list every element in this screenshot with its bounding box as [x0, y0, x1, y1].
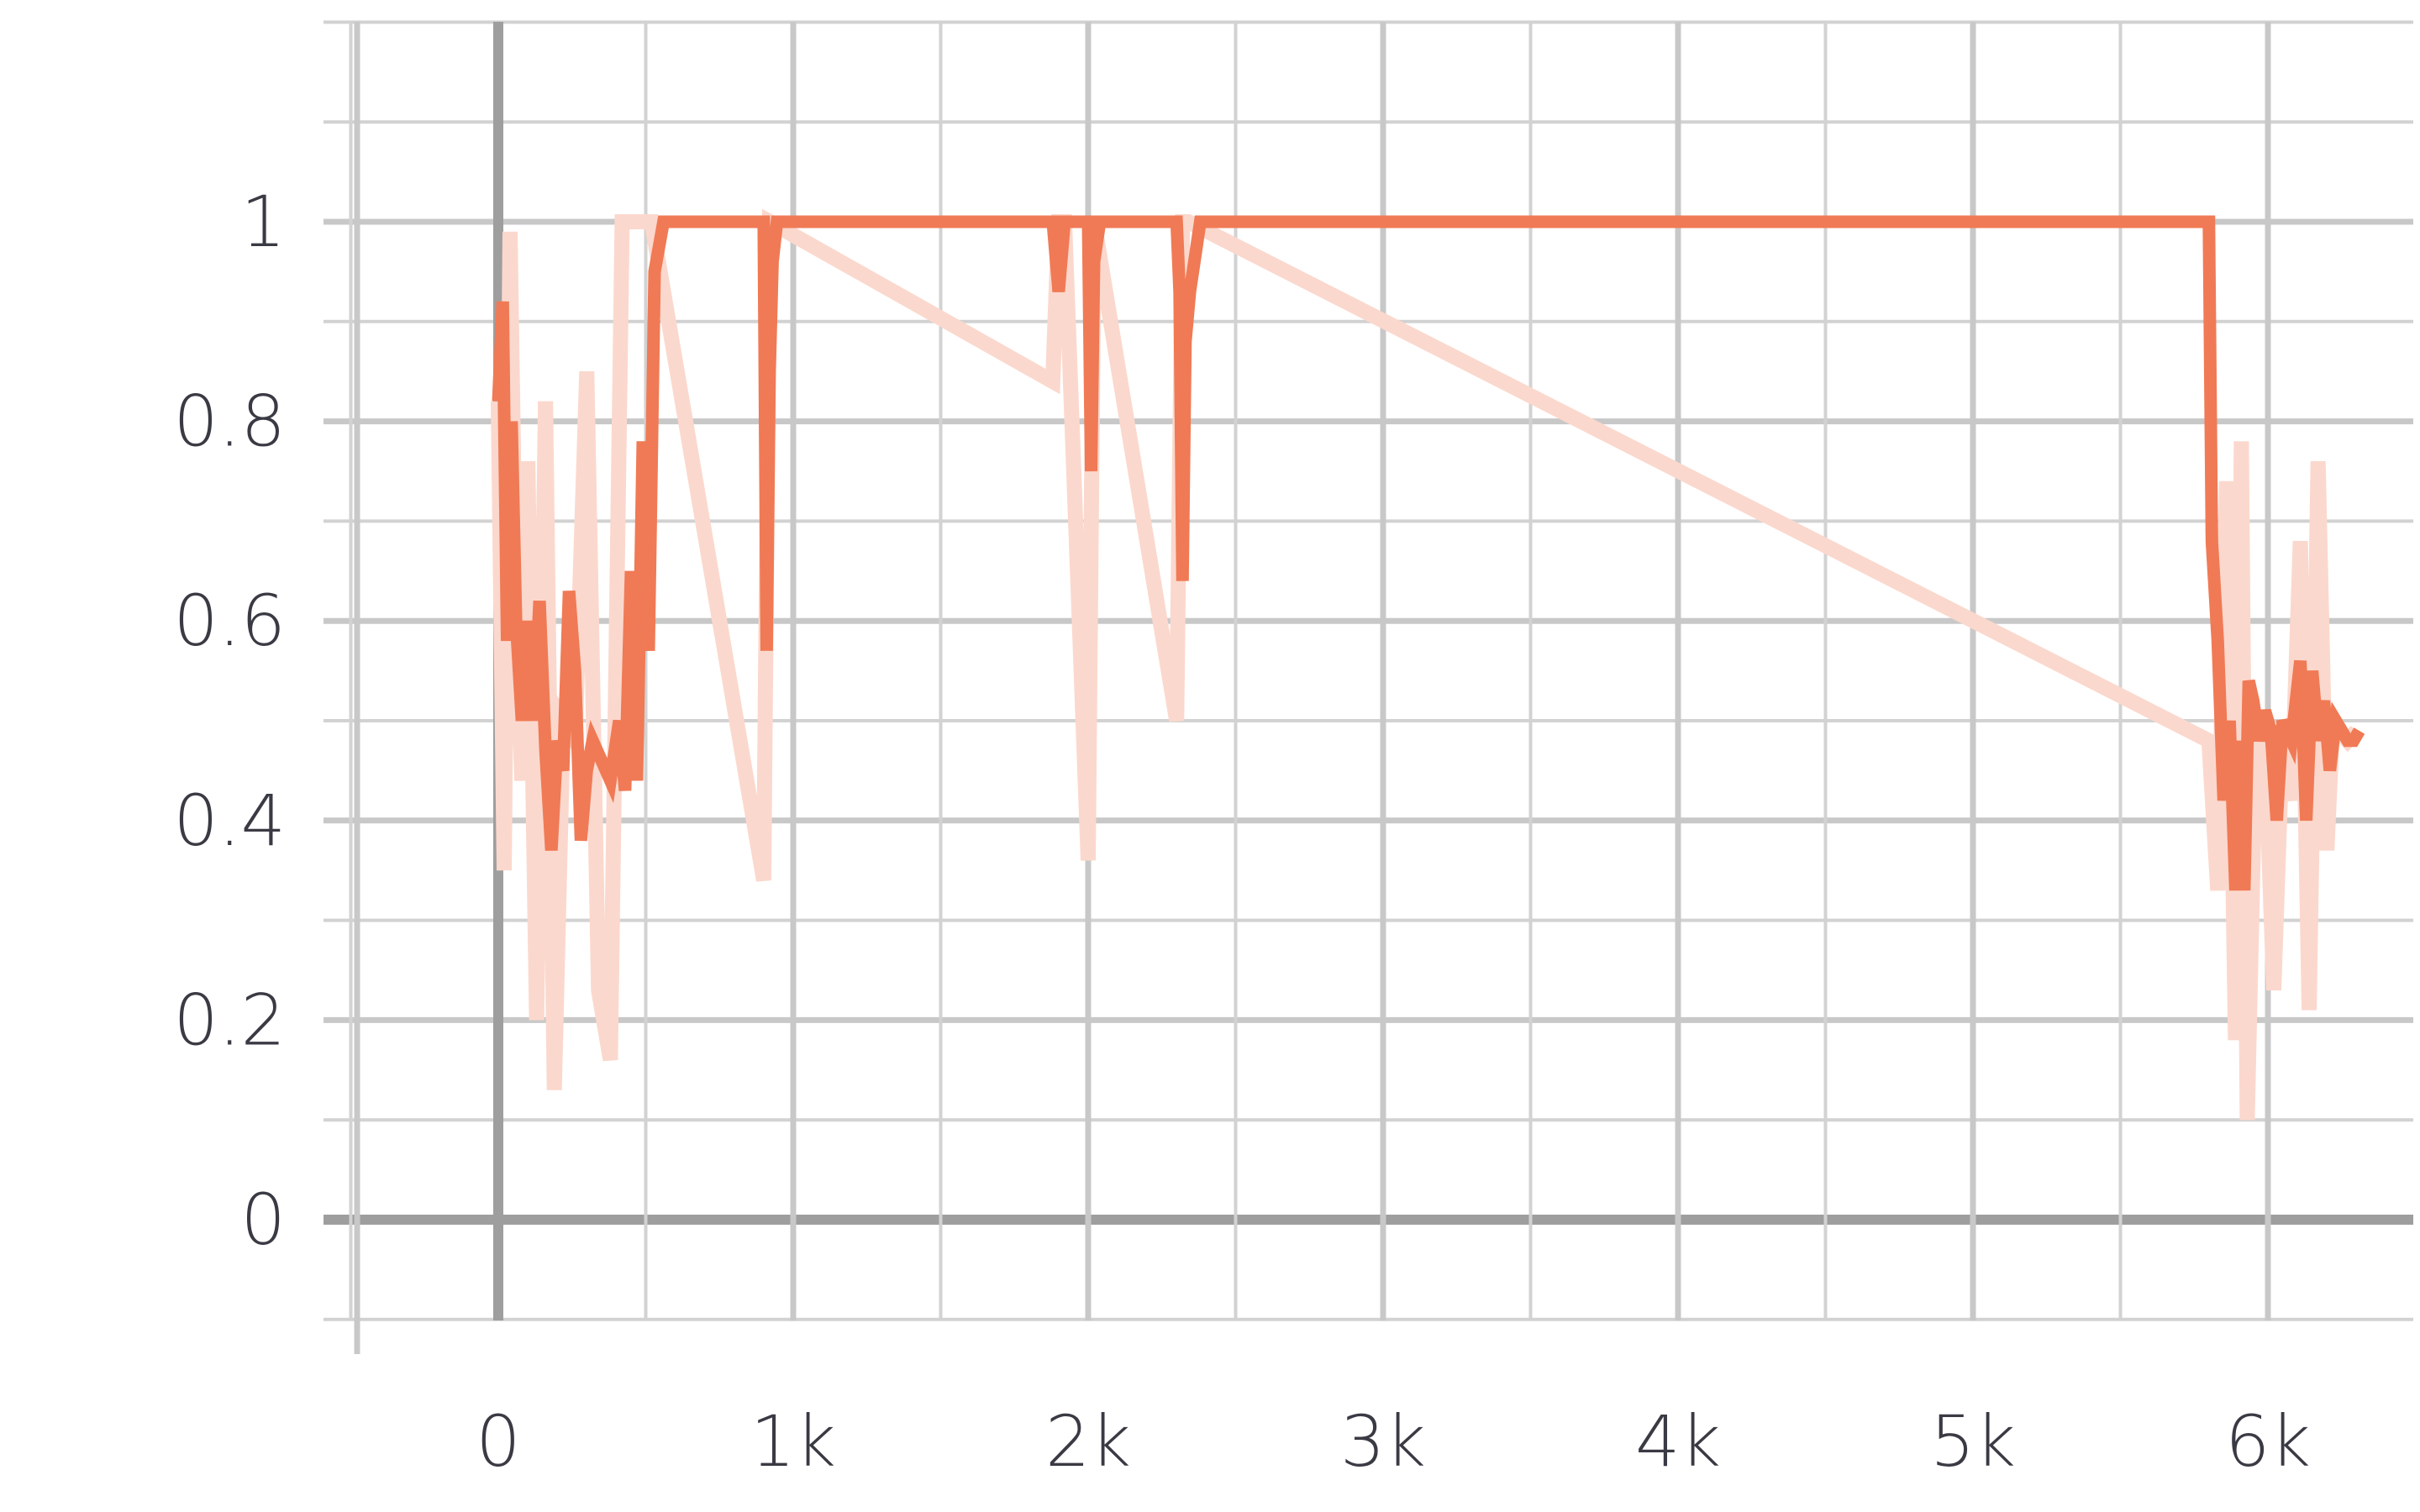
x-tick-label: 0 [476, 1400, 520, 1483]
x-tick-label: 1k [750, 1400, 836, 1483]
y-tick-label: 0.8 [173, 381, 286, 463]
smoothed-series-line [492, 215, 2365, 891]
x-tick-label: 3k [1340, 1400, 1426, 1483]
raw-series [491, 208, 2363, 1121]
raw-series-line [491, 208, 2363, 1121]
x-tick-label: 6k [2225, 1400, 2311, 1483]
x-tick-label: 4k [1635, 1400, 1721, 1483]
y-tick-label: 0.6 [173, 580, 286, 662]
y-tick-label: 1 [241, 181, 286, 263]
y-tick-label: 0 [241, 1179, 286, 1261]
x-tick-label: 5k [1930, 1400, 2016, 1483]
y-tick-label: 0.2 [173, 979, 286, 1061]
tick-labels: 0 0.2 0.4 0.6 0.8 1 0 1k 2k 3k 4k 5k 6k [173, 181, 2311, 1483]
y-tick-label: 0.4 [173, 780, 286, 862]
x-tick-label: 2k [1045, 1400, 1131, 1483]
smoothed-series [492, 215, 2365, 891]
